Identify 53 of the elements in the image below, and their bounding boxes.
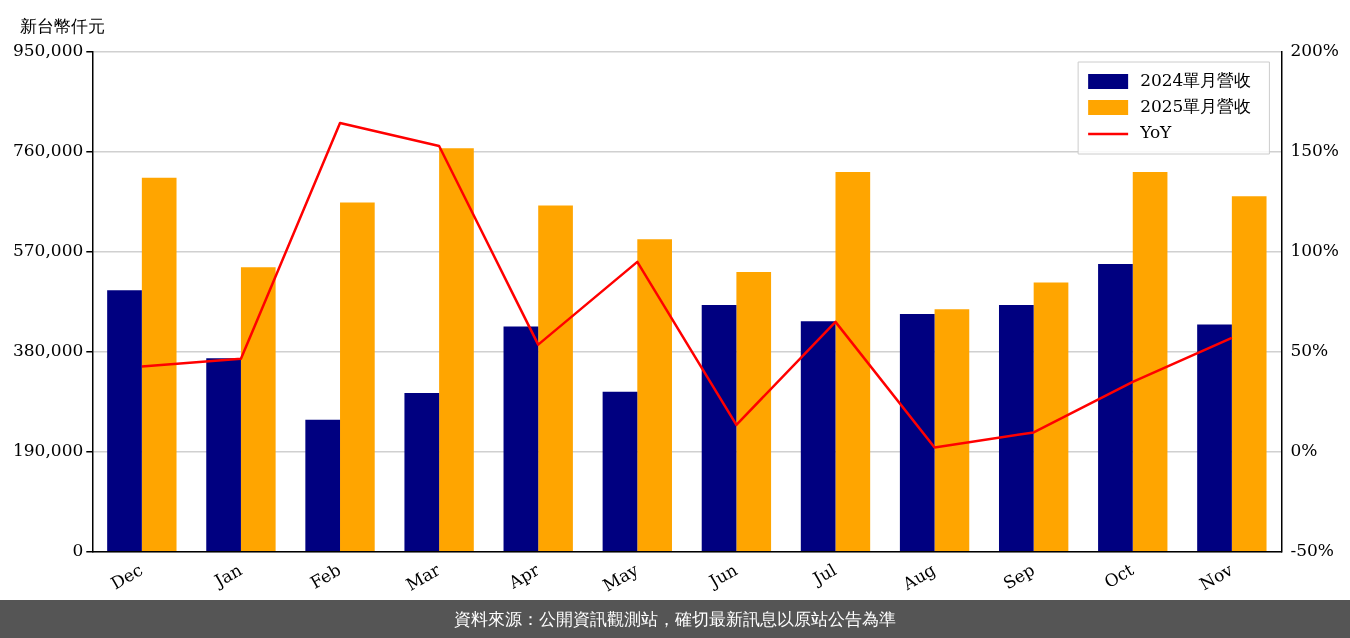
y2-tick-label: 150% bbox=[1290, 140, 1340, 161]
bar bbox=[800, 321, 836, 552]
legend-label: 2025單月營收 bbox=[1140, 96, 1252, 117]
bar bbox=[1197, 324, 1232, 552]
x-tick-label: Nov bbox=[1196, 559, 1237, 595]
y-axis-title: 新台幣仟元 bbox=[20, 16, 105, 37]
bar bbox=[602, 391, 638, 552]
x-tick-label: Oct bbox=[1100, 559, 1138, 593]
bar bbox=[1033, 282, 1069, 552]
legend-label: 2024單月營收 bbox=[1140, 70, 1252, 91]
x-tick-label: Jan bbox=[209, 559, 246, 592]
x-tick-label: May bbox=[599, 559, 642, 596]
x-tick-label: Jun bbox=[704, 559, 741, 593]
x-tick-label: Feb bbox=[306, 559, 345, 593]
y-tick-label: 190,000 bbox=[12, 440, 84, 461]
source-note: 資料來源：公開資訊觀測站，確切最新訊息以原站公告為準 bbox=[0, 600, 1350, 638]
bar bbox=[701, 305, 737, 552]
bar bbox=[899, 313, 935, 552]
bar bbox=[340, 202, 375, 552]
y-tick-label: 570,000 bbox=[12, 240, 84, 261]
y2-tick-label: 0% bbox=[1290, 440, 1318, 461]
x-tick-label: Jul bbox=[807, 559, 840, 590]
bar bbox=[538, 205, 573, 552]
legend-label: YoY bbox=[1139, 122, 1173, 143]
bar bbox=[934, 309, 970, 552]
bar bbox=[206, 358, 241, 552]
x-tick-label: Dec bbox=[107, 559, 147, 594]
bar bbox=[637, 239, 672, 552]
bar bbox=[404, 392, 440, 552]
bar bbox=[1231, 196, 1267, 552]
y2-tick-label: 200% bbox=[1290, 40, 1340, 61]
y-tick-label: 380,000 bbox=[12, 340, 84, 361]
bar bbox=[998, 305, 1034, 552]
bar bbox=[141, 177, 177, 552]
bar bbox=[1098, 264, 1133, 552]
y-tick-label: 950,000 bbox=[12, 40, 84, 61]
bar bbox=[1132, 171, 1168, 552]
x-tick-label: Aug bbox=[898, 559, 939, 595]
x-tick-label: Sep bbox=[999, 559, 1038, 594]
bar bbox=[835, 171, 871, 552]
bar bbox=[503, 326, 539, 552]
bar bbox=[305, 419, 341, 552]
bar bbox=[240, 267, 276, 552]
x-tick-label: Mar bbox=[402, 559, 445, 595]
bar bbox=[107, 290, 142, 552]
bar bbox=[736, 271, 772, 552]
x-tick-label: Apr bbox=[504, 559, 544, 594]
bar bbox=[439, 148, 474, 552]
y2-tick-label: -50% bbox=[1290, 540, 1334, 561]
y-tick-label: 0 bbox=[72, 540, 84, 561]
y2-tick-label: 50% bbox=[1290, 340, 1329, 361]
y2-tick-label: 100% bbox=[1290, 240, 1340, 261]
y-tick-label: 760,000 bbox=[12, 140, 84, 161]
